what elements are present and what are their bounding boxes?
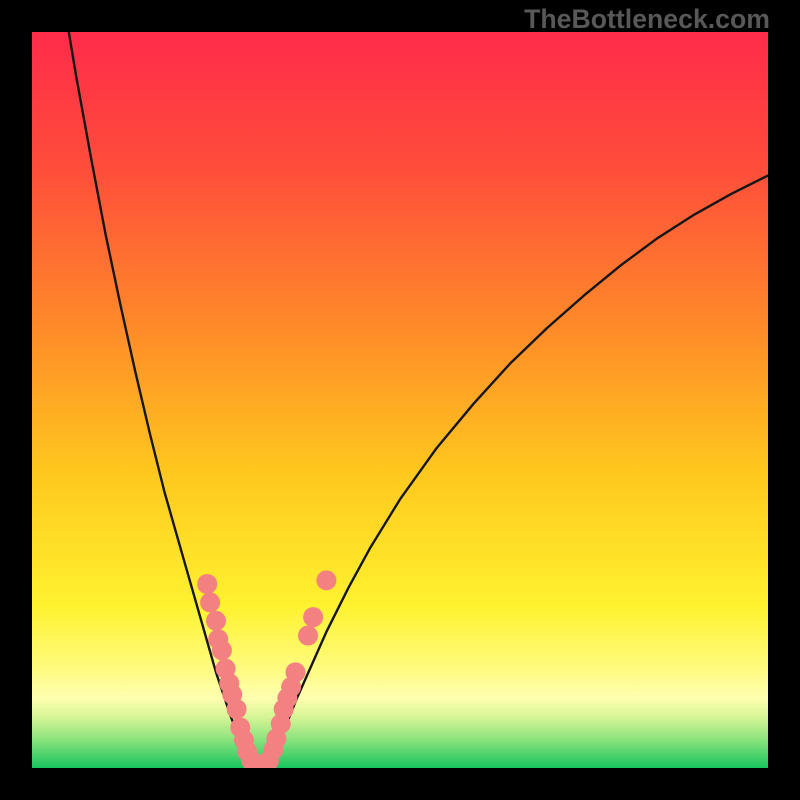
scatter-point (303, 607, 323, 627)
chart-container: TheBottleneck.com (0, 0, 800, 800)
chart-svg (32, 32, 768, 768)
bottleneck-curve (69, 32, 768, 767)
scatter-point (227, 699, 247, 719)
plot-area (32, 32, 768, 768)
scatter-point (206, 611, 226, 631)
scatter-point (212, 640, 232, 660)
watermark-text: TheBottleneck.com (524, 4, 770, 35)
scatter-point (285, 662, 305, 682)
scatter-point (197, 574, 217, 594)
scatter-point (316, 570, 336, 590)
scatter-point (298, 626, 318, 646)
scatter-point (200, 592, 220, 612)
